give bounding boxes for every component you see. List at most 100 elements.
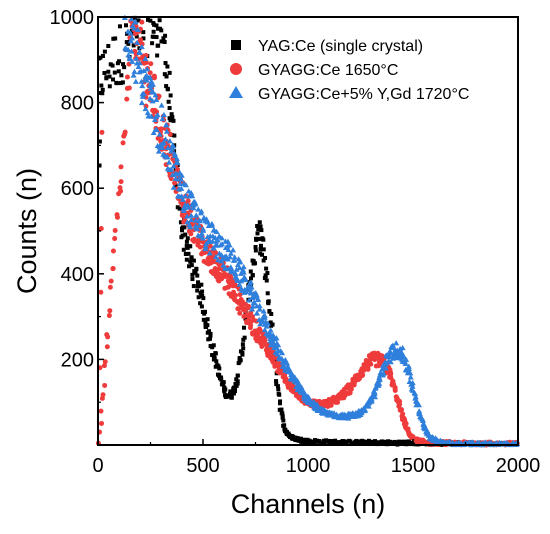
data-point — [125, 47, 132, 53]
data-point — [213, 250, 219, 256]
data-point — [132, 31, 138, 37]
data-point — [229, 247, 236, 253]
data-point — [189, 256, 194, 261]
data-point — [138, 78, 145, 84]
data-point — [110, 248, 116, 254]
data-point — [150, 41, 155, 46]
y-tick-label: 800 — [61, 93, 94, 115]
data-point — [148, 18, 153, 23]
data-point — [178, 176, 185, 182]
data-point — [180, 228, 185, 233]
data-point — [392, 386, 398, 392]
data-point — [144, 66, 151, 72]
data-point — [163, 61, 168, 66]
data-point — [405, 363, 412, 369]
data-point — [126, 41, 131, 46]
data-point — [141, 30, 146, 35]
data-point — [180, 207, 187, 213]
data-point — [178, 185, 185, 191]
data-point — [258, 247, 263, 252]
data-point — [253, 292, 260, 298]
data-point — [258, 243, 263, 248]
data-point — [237, 356, 242, 361]
data-point — [153, 126, 160, 132]
data-point — [280, 411, 285, 416]
data-point — [131, 68, 138, 74]
data-point — [258, 224, 263, 229]
data-point — [226, 242, 233, 248]
data-point — [135, 63, 142, 69]
data-point — [389, 342, 396, 348]
data-point — [368, 361, 374, 367]
data-point — [256, 306, 263, 312]
data-point — [100, 91, 105, 96]
data-point — [210, 245, 217, 251]
data-point — [184, 257, 189, 262]
data-point — [377, 440, 382, 445]
x-tick-label: 1000 — [286, 455, 331, 477]
data-point — [182, 225, 187, 230]
data-point — [282, 356, 289, 363]
data-point — [186, 251, 191, 256]
data-point — [189, 192, 196, 199]
data-point — [187, 224, 194, 230]
data-point — [157, 18, 162, 23]
data-point — [155, 148, 162, 154]
data-point — [207, 243, 213, 249]
data-point — [170, 184, 177, 190]
data-point — [295, 380, 302, 387]
data-point — [164, 74, 169, 79]
data-point — [267, 309, 272, 314]
data-point — [419, 417, 426, 424]
data-point — [232, 292, 238, 298]
data-point — [167, 116, 172, 121]
data-point — [259, 228, 264, 233]
data-point — [156, 93, 162, 99]
data-point — [236, 281, 243, 287]
data-point — [198, 301, 203, 306]
data-point — [146, 17, 151, 22]
data-point — [166, 159, 173, 165]
data-point — [298, 436, 303, 441]
data-point — [182, 182, 189, 188]
data-point — [195, 206, 202, 212]
data-point — [195, 273, 200, 278]
data-point — [225, 246, 232, 253]
y-tick-label: 200 — [61, 349, 94, 371]
data-point — [287, 369, 294, 375]
data-point — [138, 43, 145, 50]
data-point — [242, 276, 249, 283]
data-point — [151, 29, 156, 34]
data-point — [351, 382, 357, 388]
data-point — [219, 241, 226, 247]
data-point — [400, 353, 407, 359]
data-point — [399, 407, 405, 413]
data-point — [198, 230, 205, 236]
data-point — [398, 349, 405, 355]
data-point — [114, 214, 120, 220]
data-point — [107, 284, 113, 290]
data-point — [123, 23, 128, 28]
data-point — [159, 39, 164, 44]
data-point — [365, 403, 372, 409]
data-point — [235, 373, 240, 378]
data-point — [139, 93, 146, 99]
data-point — [185, 236, 190, 241]
data-point — [261, 258, 266, 263]
data-point — [196, 295, 201, 300]
data-point — [132, 18, 139, 24]
data-point — [162, 72, 167, 77]
data-point — [221, 382, 226, 387]
data-point — [108, 278, 114, 284]
data-point — [107, 74, 112, 79]
data-point — [99, 129, 105, 135]
data-point — [211, 357, 216, 362]
data-point — [149, 98, 156, 104]
data-point — [201, 296, 206, 301]
data-point — [259, 344, 265, 350]
data-point — [409, 379, 416, 386]
data-point — [387, 359, 394, 365]
data-point — [102, 382, 108, 388]
data-point — [185, 204, 192, 210]
data-point — [200, 226, 207, 232]
